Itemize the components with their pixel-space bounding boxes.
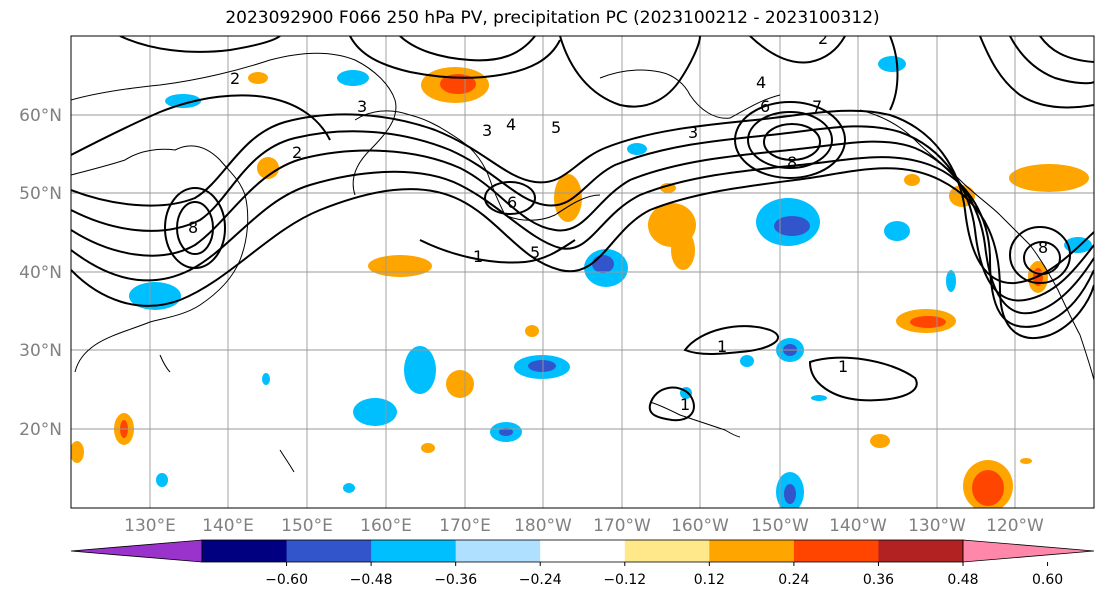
contour-label: 2 (230, 69, 240, 88)
lat-label: 50°N (19, 184, 62, 204)
colorbar-tick-label: 0.24 (778, 572, 809, 588)
colorbar-tick-label: 0.36 (863, 572, 894, 588)
contour-label: 5 (551, 118, 561, 137)
colorbar-tick-label: 0.12 (694, 572, 725, 588)
colorbar-tick-label: 0.60 (1032, 572, 1063, 588)
lat-label: 40°N (19, 263, 62, 283)
lon-label: 120°W (986, 516, 1044, 536)
lon-label: 130°E (124, 516, 176, 536)
colorbar-segment (709, 540, 795, 562)
contour-label: 4 (506, 115, 516, 134)
colorbar-segment (202, 540, 288, 562)
contour-label: 8 (1038, 238, 1048, 257)
contour-label: 1 (838, 357, 848, 376)
contour-label: 4 (756, 73, 766, 92)
colorbar-tick-label: −0.24 (519, 572, 562, 588)
colorbar: −0.60 −0.48 −0.36 −0.24 −0.12 0.12 0.24 0.36 0.4… (70, 539, 1095, 588)
contour-label: 1 (717, 337, 727, 356)
lon-label: 170°W (593, 516, 651, 536)
contour-label: 3 (482, 121, 492, 140)
contour-label: 3 (688, 123, 698, 142)
colorbar-segment (624, 540, 710, 562)
contour-label: 8 (787, 153, 797, 172)
colorbar-tick-label: −0.48 (350, 572, 393, 588)
lon-label: 180°W (514, 516, 572, 536)
contour-label: 3 (357, 97, 367, 116)
lon-label: 150°E (281, 516, 333, 536)
pv-contour-labels: 1 1 1 1 2 2 2 3 3 3 4 4 5 5 6 6 7 8 8 8 (188, 29, 1048, 414)
contour-label: 8 (188, 218, 198, 237)
contour-label: 2 (818, 29, 828, 48)
colorbar-tick-label: −0.36 (434, 572, 477, 588)
pv-contours (71, 36, 1094, 422)
lat-label: 30°N (19, 341, 62, 361)
contour-label: 6 (760, 97, 770, 116)
lat-label: 60°N (19, 106, 62, 126)
lon-label: 140°E (202, 516, 254, 536)
contour-label: 1 (680, 395, 690, 414)
colorbar-tick-label: −0.60 (265, 572, 308, 588)
lat-label: 20°N (19, 420, 62, 440)
coastlines (71, 52, 1094, 473)
contour-label: 7 (812, 97, 822, 116)
colorbar-segment (878, 540, 964, 562)
colorbar-tick-label: −0.12 (603, 572, 646, 588)
map-gridlines (71, 36, 1094, 508)
colorbar-outline (201, 539, 964, 563)
contour-label: 2 (292, 143, 302, 162)
latitude-labels: 20°N 30°N 40°N 50°N 60°N (19, 106, 62, 440)
lon-label: 160°E (360, 516, 412, 536)
lon-label: 150°W (751, 516, 809, 536)
contour-label: 1 (473, 247, 483, 266)
map-title: 2023092900 F066 250 hPa PV, precipitatio… (225, 8, 880, 28)
colorbar-segment (371, 540, 457, 562)
map-frame (70, 35, 1095, 509)
lon-label: 130°W (908, 516, 966, 536)
colorbar-segment (286, 540, 372, 562)
lon-label: 140°W (829, 516, 887, 536)
colorbar-extend-max (962, 539, 1095, 563)
colorbar-segment (540, 540, 626, 562)
contour-label: 6 (507, 193, 517, 212)
contour-label: 5 (530, 243, 540, 262)
lon-label: 160°W (671, 516, 729, 536)
longitude-labels: 130°E 140°E 150°E 160°E 170°E 180°W 170°… (124, 516, 1044, 536)
colorbar-tick-label: 0.48 (947, 572, 978, 588)
colorbar-segment (793, 540, 879, 562)
lon-label: 170°E (439, 516, 491, 536)
colorbar-segment (455, 540, 541, 562)
colorbar-extend-min (70, 539, 203, 563)
